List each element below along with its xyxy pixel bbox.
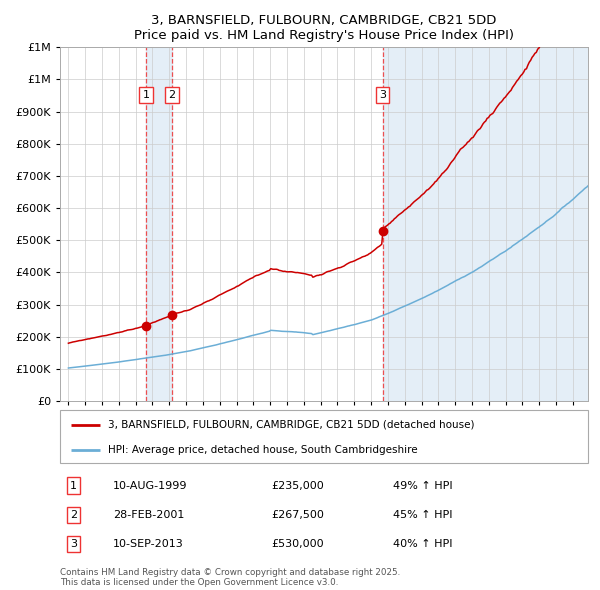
- Text: 49% ↑ HPI: 49% ↑ HPI: [392, 481, 452, 490]
- Text: 3: 3: [70, 539, 77, 549]
- Text: 40% ↑ HPI: 40% ↑ HPI: [392, 539, 452, 549]
- Text: 28-FEB-2001: 28-FEB-2001: [113, 510, 184, 520]
- Text: 10-AUG-1999: 10-AUG-1999: [113, 481, 187, 490]
- Text: 1: 1: [142, 90, 149, 100]
- FancyBboxPatch shape: [60, 410, 588, 463]
- Bar: [383, 47, 590, 401]
- Text: 2: 2: [70, 510, 77, 520]
- Text: Contains HM Land Registry data © Crown copyright and database right 2025.
This d: Contains HM Land Registry data © Crown c…: [60, 568, 400, 587]
- Text: £235,000: £235,000: [271, 481, 324, 490]
- Text: 45% ↑ HPI: 45% ↑ HPI: [392, 510, 452, 520]
- Text: 3: 3: [379, 90, 386, 100]
- Text: 10-SEP-2013: 10-SEP-2013: [113, 539, 184, 549]
- Text: £267,500: £267,500: [271, 510, 324, 520]
- Text: 1: 1: [70, 481, 77, 490]
- Text: 2: 2: [169, 90, 176, 100]
- Title: 3, BARNSFIELD, FULBOURN, CAMBRIDGE, CB21 5DD
Price paid vs. HM Land Registry's H: 3, BARNSFIELD, FULBOURN, CAMBRIDGE, CB21…: [134, 14, 514, 42]
- Text: 3, BARNSFIELD, FULBOURN, CAMBRIDGE, CB21 5DD (detached house): 3, BARNSFIELD, FULBOURN, CAMBRIDGE, CB21…: [107, 420, 474, 430]
- Bar: [146, 47, 172, 401]
- Text: HPI: Average price, detached house, South Cambridgeshire: HPI: Average price, detached house, Sout…: [107, 445, 417, 455]
- Text: £530,000: £530,000: [271, 539, 324, 549]
